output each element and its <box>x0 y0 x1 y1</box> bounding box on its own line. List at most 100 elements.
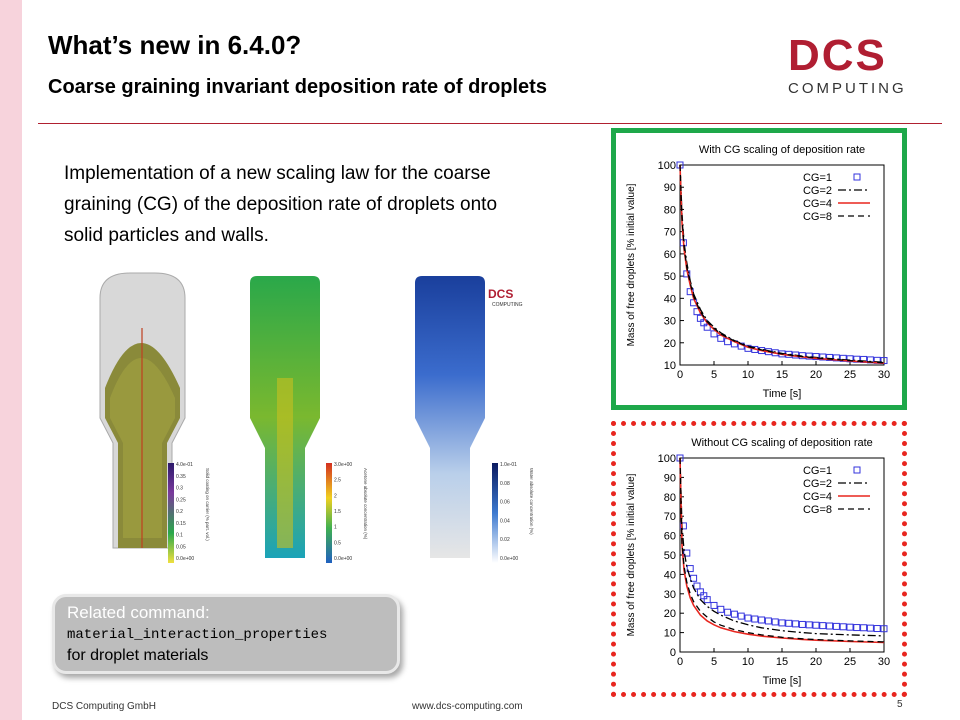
footer-company: DCS Computing GmbH <box>52 701 156 712</box>
data-point <box>693 582 701 590</box>
colorbar-tick-label: 1.5 <box>334 509 341 515</box>
chart-panel-with-cg: With CG scaling of deposition rate 0 5 10 15… <box>611 128 907 410</box>
legend-marker <box>853 466 861 474</box>
legend-label: CG=2 <box>803 478 832 490</box>
y-tick-label: 100 <box>658 160 676 172</box>
data-point <box>737 612 745 620</box>
colorbar-tick-label: 0.08 <box>500 481 510 487</box>
y-tick-label: 80 <box>664 492 676 504</box>
y-tick-label: 10 <box>664 360 676 372</box>
x-tick-label: 0 <box>677 369 683 381</box>
data-point <box>785 619 793 627</box>
data-point <box>798 620 806 628</box>
data-point <box>683 549 691 557</box>
x-axis-label: Time [s] <box>763 675 802 687</box>
data-point <box>819 622 827 630</box>
colorbar-tick-label: 2 <box>334 493 337 499</box>
colorbar-acetone <box>326 463 332 563</box>
series-line <box>679 457 885 644</box>
y-tick-label: 50 <box>664 271 676 283</box>
series-CG=4 <box>679 457 885 644</box>
legend-label: CG=8 <box>803 211 832 223</box>
colorbar-coating <box>168 463 174 563</box>
slide-subtitle: Coarse graining invariant deposition rat… <box>48 76 547 98</box>
data-point <box>686 565 694 573</box>
data-point <box>853 624 861 632</box>
legend-marker <box>853 173 861 181</box>
y-tick-label: 20 <box>664 338 676 350</box>
data-point <box>690 574 698 582</box>
y-tick-label: 100 <box>658 453 676 465</box>
x-tick-label: 25 <box>844 656 856 668</box>
mini-logo-main: DCS <box>488 287 513 301</box>
chart-title: With CG scaling of deposition rate <box>699 144 865 156</box>
x-tick-label: 20 <box>810 656 822 668</box>
footer-url[interactable]: www.dcs-computing.com <box>412 701 523 712</box>
x-tick-label: 5 <box>711 656 717 668</box>
colorbar-tick-label: 0.15 <box>176 521 186 527</box>
colorbar-tick-label: 2.5 <box>334 478 341 484</box>
series-CG=1 <box>676 161 888 365</box>
related-command-label: Related command: <box>67 603 210 622</box>
data-point <box>873 625 881 633</box>
colorbar-tick-label: 0.05 <box>176 544 186 550</box>
colorbar-tick-label: 1 <box>334 525 337 531</box>
colorbar-tick-label: 0.0e+00 <box>500 556 518 562</box>
x-tick-label: 20 <box>810 369 822 381</box>
data-point <box>860 624 868 632</box>
y-tick-label: 50 <box>664 550 676 562</box>
y-tick-label: 70 <box>664 227 676 239</box>
left-accent-strip <box>0 0 22 720</box>
data-point <box>819 353 827 361</box>
series-line <box>679 164 885 364</box>
colorbar-tick-label: 3.0e+00 <box>334 462 352 468</box>
x-axis-label: Time [s] <box>763 388 802 400</box>
colorbar-title: Water absolute concentration (%) <box>529 468 534 535</box>
data-point <box>826 622 834 630</box>
legend-label: CG=8 <box>803 504 832 516</box>
series-line <box>679 457 885 637</box>
legend-label: CG=2 <box>803 185 832 197</box>
x-tick-label: 0 <box>677 656 683 668</box>
series-line <box>679 457 885 643</box>
x-tick-label: 5 <box>711 369 717 381</box>
x-tick-label: 30 <box>878 369 890 381</box>
y-tick-label: 60 <box>664 531 676 543</box>
page-number: 5 <box>897 699 903 710</box>
data-point <box>812 621 820 629</box>
data-point <box>846 623 854 631</box>
data-point <box>710 601 718 609</box>
colorbar-title: Solid coating on carrier (% part. vol.) <box>205 468 210 541</box>
data-point <box>730 610 738 618</box>
command-name: material_interaction_properties <box>67 627 328 643</box>
series-CG=8 <box>679 457 885 643</box>
data-point <box>724 608 732 616</box>
colorbar-tick-label: 0.06 <box>500 500 510 506</box>
y-axis-label: Mass of free droplets [% initial value] <box>626 183 637 346</box>
logo-sub: COMPUTING <box>788 80 907 97</box>
body-paragraph: Implementation of a new scaling law for … <box>64 163 498 246</box>
dcs-logo: DCS COMPUTING <box>788 34 938 98</box>
x-tick-label: 25 <box>844 369 856 381</box>
header-divider <box>38 123 942 124</box>
legend-label: CG=4 <box>803 491 832 503</box>
y-tick-label: 20 <box>664 608 676 620</box>
x-tick-label: 15 <box>776 369 788 381</box>
data-point <box>679 522 687 530</box>
x-tick-label: 10 <box>742 656 754 668</box>
mini-logo-sub: COMPUTING <box>492 302 523 308</box>
data-point <box>839 354 847 362</box>
colorbar-tick-label: 0.5 <box>334 540 341 546</box>
colorbar-title: Acetone absolute concentration (%) <box>363 468 368 540</box>
simulation-images: DCS COMPUTING 4.0e-01 0.35 0.3 0.25 0.2 0.15 0… <box>99 272 534 563</box>
data-point <box>839 623 847 631</box>
x-tick-label: 30 <box>878 656 890 668</box>
colorbar-tick-label: 0.25 <box>176 497 186 503</box>
data-point <box>832 354 840 362</box>
data-point <box>764 617 772 625</box>
chart-title: Without CG scaling of deposition rate <box>691 437 873 449</box>
data-point <box>744 614 752 622</box>
colorbar-tick-label: 0.1 <box>176 533 183 539</box>
data-point <box>880 625 888 633</box>
data-point <box>866 624 874 632</box>
